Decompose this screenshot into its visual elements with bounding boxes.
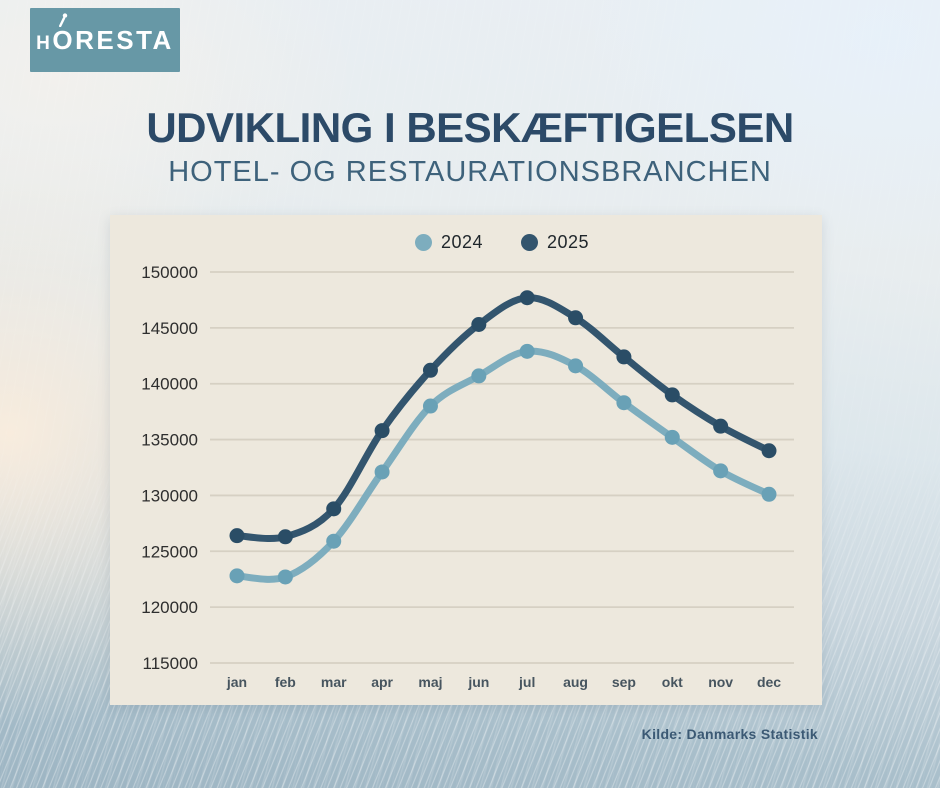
data-point-2024-nov bbox=[713, 463, 729, 479]
data-point-2025-okt bbox=[664, 387, 680, 403]
logo-letters-rest: RESTA bbox=[75, 24, 174, 55]
logo-letter-o-glyph: O bbox=[52, 24, 76, 55]
data-point-2024-sep bbox=[616, 395, 632, 411]
y-tick-label-145000: 145000 bbox=[141, 319, 198, 338]
data-point-2024-jun bbox=[471, 368, 487, 384]
legend-item-2025: 2025 bbox=[521, 232, 589, 253]
y-tick-label-150000: 150000 bbox=[141, 263, 198, 282]
employment-line-chart: 115000 120000 125000 130000 135000 140000 1450… bbox=[110, 215, 822, 705]
x-tick-label-maj: maj bbox=[418, 674, 442, 690]
legend-label-2025: 2025 bbox=[547, 231, 590, 252]
legend-label-2024: 2024 bbox=[440, 231, 483, 252]
horesta-logo: H O RESTA bbox=[30, 8, 180, 72]
y-tick-label-125000: 125000 bbox=[141, 542, 198, 561]
data-point-2025-maj bbox=[422, 362, 438, 378]
data-point-2025-jul bbox=[519, 290, 535, 306]
data-point-2024-feb bbox=[277, 569, 293, 585]
data-point-2024-maj bbox=[422, 398, 438, 414]
legend-item-2024: 2024 bbox=[414, 231, 483, 253]
x-tick-label-mar: mar bbox=[321, 674, 347, 690]
data-point-2025-mar bbox=[326, 501, 342, 517]
series-line-2024 bbox=[233, 347, 773, 583]
y-tick-label-140000: 140000 bbox=[141, 375, 198, 394]
y-tick-label-120000: 120000 bbox=[141, 598, 198, 617]
x-tick-label-sep: sep bbox=[612, 674, 636, 690]
fork-icon bbox=[59, 12, 68, 27]
data-point-2025-feb bbox=[277, 529, 293, 545]
x-tick-label-nov: nov bbox=[708, 674, 733, 690]
x-tick-label-dec: dec bbox=[757, 674, 781, 690]
data-point-2024-aug bbox=[568, 358, 584, 374]
data-point-2024-apr bbox=[374, 464, 390, 480]
x-tick-label-jun: jun bbox=[467, 674, 489, 690]
x-tick-label-apr: apr bbox=[371, 674, 393, 690]
page-title: UDVIKLING I BESKÆFTIGELSEN bbox=[146, 104, 794, 151]
data-point-2025-nov bbox=[713, 418, 729, 434]
data-point-2024-dec bbox=[761, 486, 777, 502]
logo-text: H O RESTA bbox=[36, 12, 174, 56]
source-credit: Kilde: Danmarks Statistik bbox=[641, 726, 818, 742]
data-point-2025-jan bbox=[229, 528, 245, 544]
logo-letter-o: O bbox=[52, 12, 76, 56]
data-point-2025-apr bbox=[374, 423, 390, 439]
data-point-2025-sep bbox=[616, 349, 632, 365]
data-point-2025-aug bbox=[568, 310, 584, 326]
x-tick-label-okt: okt bbox=[662, 674, 683, 690]
chart-panel: 115000 120000 125000 130000 135000 140000 1450… bbox=[110, 215, 822, 705]
data-point-2024-jan bbox=[229, 568, 245, 584]
data-point-2025-dec bbox=[761, 443, 777, 459]
data-point-2024-jul bbox=[519, 343, 535, 359]
legend-dot-2025 bbox=[521, 233, 538, 251]
data-point-2025-jun bbox=[471, 317, 487, 333]
x-tick-label-feb: feb bbox=[275, 674, 296, 690]
x-tick-label-jan: jan bbox=[226, 674, 247, 690]
page-subtitle: HOTEL- OG RESTAURATIONSBRANCHEN bbox=[168, 156, 772, 188]
chart-legend: 2024 2025 bbox=[210, 229, 794, 255]
legend-dot-2024 bbox=[414, 233, 432, 251]
x-tick-label-aug: aug bbox=[563, 674, 588, 690]
y-tick-label-130000: 130000 bbox=[141, 486, 198, 505]
x-tick-label-jul: jul bbox=[518, 674, 535, 690]
data-point-2024-okt bbox=[664, 429, 680, 445]
logo-letter-h: H bbox=[36, 32, 53, 54]
series-line-2025 bbox=[233, 294, 773, 542]
y-tick-label-135000: 135000 bbox=[141, 431, 198, 450]
data-point-2024-mar bbox=[326, 533, 342, 549]
y-tick-label-115000: 115000 bbox=[143, 654, 198, 673]
